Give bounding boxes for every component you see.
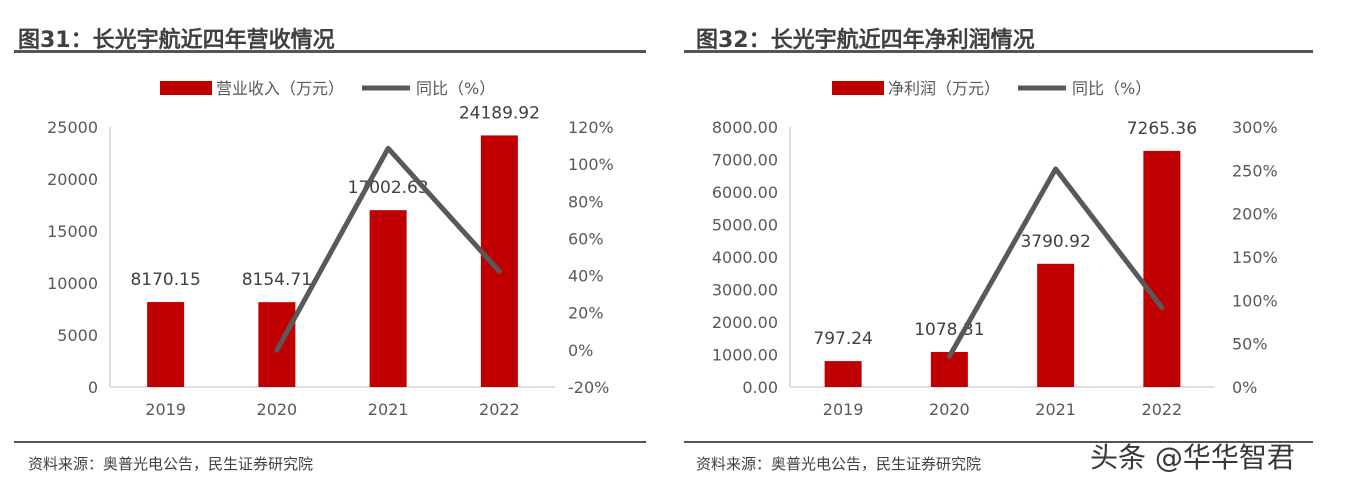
y-tick-label: 1000.00 <box>712 346 778 365</box>
footer-rule <box>14 441 646 443</box>
figure-32-panel: 图32：长光宇航近四年净利润情况 0.00 1000.00 2000.00 3000.… <box>680 0 1361 489</box>
title-rule <box>14 50 646 53</box>
legend-line-label: 同比（%） <box>1072 79 1151 98</box>
bar <box>1143 150 1181 387</box>
y-tick-label: 5000.00 <box>712 216 778 235</box>
y2-tick-label: 40% <box>568 267 604 286</box>
figure-31-panel: 图31：长光宇航近四年营收情况 0 5000 10000 15000 20000 2500… <box>0 0 660 489</box>
y-tick-label: 15000 <box>47 222 98 241</box>
source-note: 资料来源：奥普光电公告，民生证券研究院 <box>696 455 982 473</box>
yoy-line <box>274 145 502 353</box>
y2-tick-label: 100% <box>568 155 614 174</box>
y2-tick-label: 50% <box>1232 335 1268 354</box>
y2-tick-label: 100% <box>1232 291 1278 310</box>
y-tick-label: 5000 <box>57 326 98 345</box>
y-tick-label: 7000.00 <box>712 151 778 170</box>
y-tick-label: 2000.00 <box>712 313 778 332</box>
legend-bar-swatch <box>160 81 212 95</box>
figure-title: 图31：长光宇航近四年营收情况 <box>18 28 335 53</box>
y2-tick-label: 300% <box>1232 118 1278 137</box>
bar-data-label: 3790.92 <box>1020 232 1090 252</box>
bar-data-label: 7265.36 <box>1127 119 1197 139</box>
title-rule <box>684 50 1313 53</box>
y2-tick-label: 200% <box>1232 205 1278 224</box>
y2-tick-label: -20% <box>568 378 609 397</box>
y-tick-label: 20000 <box>47 170 98 189</box>
bar <box>258 302 296 387</box>
legend-bar-label: 净利润（万元） <box>888 79 1000 98</box>
footer-rule <box>684 441 1313 443</box>
x-tick-label: 2021 <box>1035 400 1076 419</box>
y-tick-label: 25000 <box>47 118 98 137</box>
y2-tick-label: 150% <box>1232 248 1278 267</box>
net-profit-chart: 0.00 1000.00 2000.00 3000.00 4000.00 5000.00 6… <box>712 79 1278 419</box>
x-tick-label: 2021 <box>368 400 409 419</box>
bar-data-label: 8170.15 <box>130 270 200 290</box>
legend-line-label: 同比（%） <box>416 79 495 98</box>
legend-bar-swatch <box>832 81 884 95</box>
y2-tick-label: 0% <box>1232 378 1257 397</box>
y2-tick-label: 60% <box>568 229 604 248</box>
bar-data-label: 1078.31 <box>914 320 984 340</box>
bar-data-label: 797.24 <box>813 329 872 349</box>
x-tick-label: 2019 <box>145 400 186 419</box>
y-tick-label: 10000 <box>47 274 98 293</box>
bar <box>147 302 185 387</box>
y-tick-label: 3000.00 <box>712 281 778 300</box>
revenue-chart: 0 5000 10000 15000 20000 25000 -20% 0% 20% 40% 60%… <box>47 79 614 419</box>
y2-tick-label: 120% <box>568 118 614 137</box>
x-tick-label: 2022 <box>1142 400 1183 419</box>
y-tick-label: 4000.00 <box>712 248 778 267</box>
bar-data-label: 24189.92 <box>459 103 540 123</box>
x-tick-label: 2022 <box>479 400 520 419</box>
y-tick-label: 0.00 <box>742 378 778 397</box>
x-tick-label: 2020 <box>929 400 970 419</box>
y2-tick-label: 20% <box>568 304 604 323</box>
y2-tick-label: 250% <box>1232 161 1278 180</box>
watermark: 头条 @华华智君 <box>1090 441 1295 474</box>
bar <box>824 361 862 387</box>
y2-tick-label: 80% <box>568 192 604 211</box>
legend-bar-label: 营业收入（万元） <box>216 79 344 98</box>
bar-data-label: 8154.71 <box>242 270 312 290</box>
y2-tick-label: 0% <box>568 341 593 360</box>
y-tick-label: 0 <box>88 378 98 397</box>
bar <box>369 210 407 387</box>
figure-title: 图32：长光宇航近四年净利润情况 <box>696 28 1035 53</box>
x-tick-label: 2020 <box>257 400 298 419</box>
source-note: 资料来源：奥普光电公告，民生证券研究院 <box>28 455 314 473</box>
bar <box>1037 263 1075 387</box>
x-tick-label: 2019 <box>823 400 864 419</box>
bar <box>480 135 518 387</box>
yoy-line <box>946 166 1165 359</box>
y-tick-label: 6000.00 <box>712 183 778 202</box>
y-tick-label: 8000.00 <box>712 118 778 137</box>
